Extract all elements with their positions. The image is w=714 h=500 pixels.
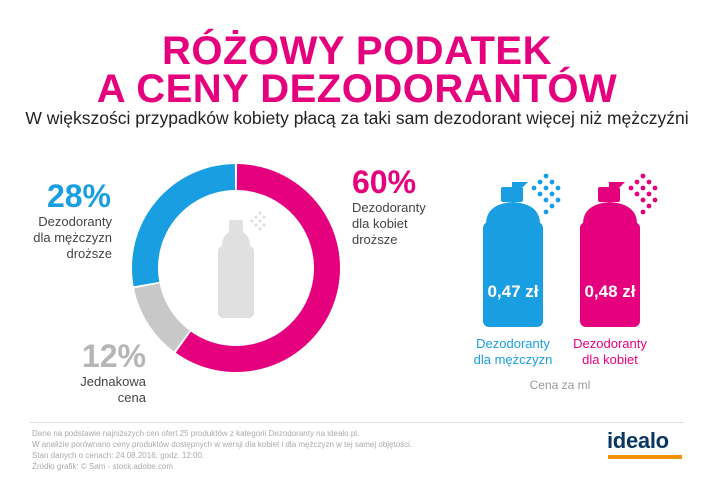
- pink-deodorant-bottle: [580, 173, 658, 327]
- slice-men-line2: dla mężczyzn: [33, 230, 112, 245]
- men-category-line1: Dezodoranty: [476, 336, 550, 351]
- spray-can-icon: [218, 211, 266, 318]
- slice-label-equal-text: Jednakowa cena: [66, 374, 146, 406]
- men-price-value: 0,47 zł: [487, 282, 539, 301]
- donut-slice-equal: [134, 283, 190, 352]
- donut-slice-women: [175, 164, 340, 372]
- slice-label-men-pct: 28%: [46, 178, 111, 214]
- page-title-line1: RÓŻOWY PODATEK: [162, 29, 552, 73]
- women-price-category: Dezodoranty dla kobiet: [555, 336, 665, 368]
- men-category-line2: dla mężczyzn: [473, 352, 553, 367]
- slice-label-men-text: Dezodoranty dla mężczyzn droższe: [16, 214, 112, 262]
- slice-label-women-text: Dezodoranty dla kobiet droższe: [352, 200, 426, 248]
- footer-notes: Dane na podstawie najniższych cen ofert …: [32, 428, 552, 472]
- page-subtitle: W większości przypadków kobiety płacą za…: [25, 108, 689, 128]
- blue-deodorant-bottle: [483, 173, 561, 327]
- women-category-line2: dla kobiet: [582, 352, 638, 367]
- price-unit-label: Cena za ml: [529, 378, 591, 392]
- footer-line-3: Stan danych o cenach: 24.08.2016, godz. …: [32, 451, 205, 460]
- men-price-category: Dezodoranty dla mężczyzn: [458, 336, 568, 368]
- footer-line-4: Źródło grafik: © Sam - stock.adobe.com: [32, 462, 174, 471]
- donut-slice-men: [132, 164, 236, 287]
- slice-equal-line1: Jednakowa: [80, 374, 146, 389]
- slice-women-line1: Dezodoranty: [352, 200, 426, 215]
- footer-line-2: W analizie porównano ceny produktów dost…: [32, 440, 413, 449]
- slice-men-line1: Dezodoranty: [38, 214, 112, 229]
- slice-men-line3: droższe: [66, 246, 112, 261]
- slice-women-line2: dla kobiet: [352, 216, 408, 231]
- slice-equal-line2: cena: [117, 390, 146, 405]
- idealo-logo-bar: [608, 455, 682, 459]
- women-category-line1: Dezodoranty: [573, 336, 647, 351]
- slice-women-line3: droższe: [352, 232, 398, 247]
- slice-label-equal-pct: 12%: [81, 338, 146, 374]
- slice-label-women-pct: 60%: [352, 164, 417, 200]
- footer-line-1: Dane na podstawie najniższych cen ofert …: [32, 429, 360, 438]
- idealo-logo: idealo: [607, 428, 669, 453]
- page-title-line2: A CENY DEZODORANTÓW: [96, 67, 618, 111]
- footer-divider: [30, 422, 684, 423]
- women-price-value: 0,48 zł: [584, 282, 636, 301]
